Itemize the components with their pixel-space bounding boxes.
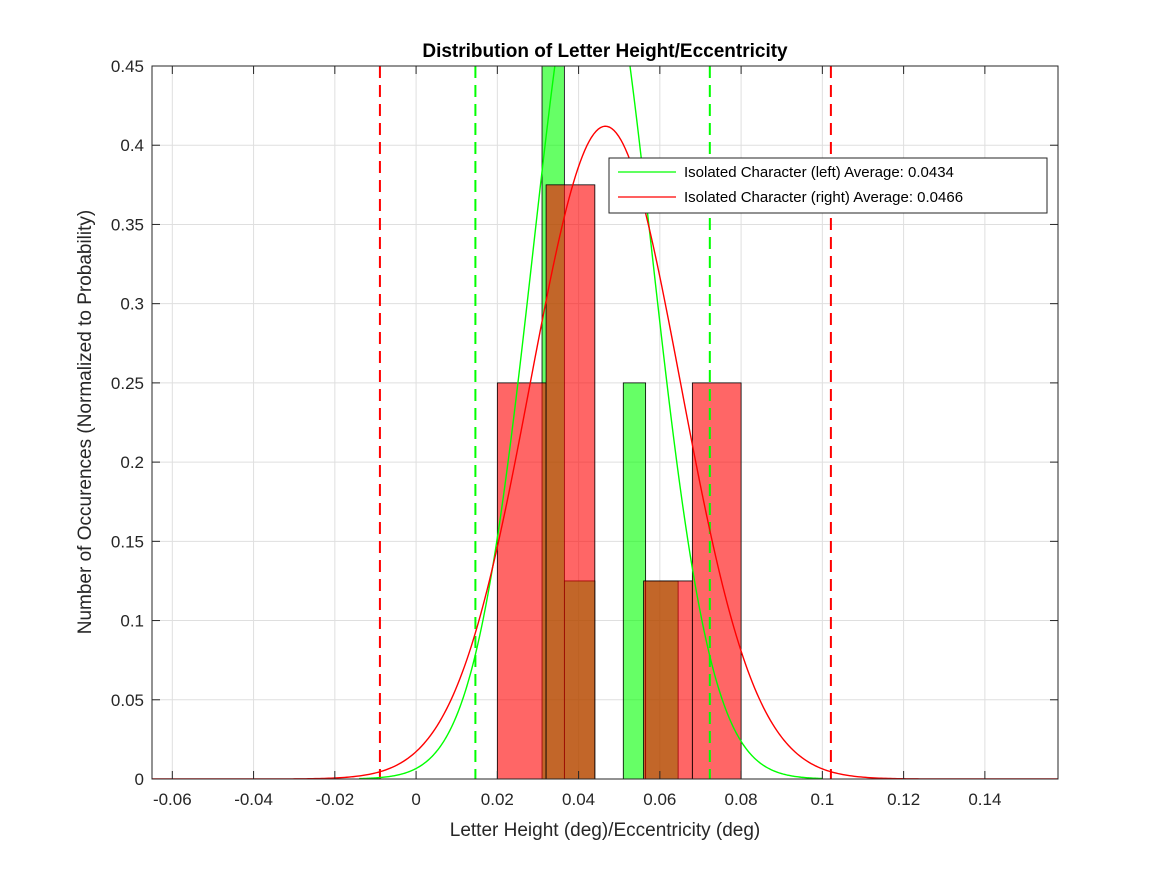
x-tick-label: 0.04 — [562, 790, 595, 809]
x-tick-label: -0.06 — [153, 790, 192, 809]
legend-entry-left: Isolated Character (left) Average: 0.043… — [684, 164, 954, 181]
x-tick-label: 0.02 — [481, 790, 514, 809]
y-tick-label: 0.45 — [111, 57, 144, 76]
plot-area — [152, 66, 1058, 779]
chart-title: Distribution of Letter Height/Eccentrici… — [422, 41, 788, 62]
x-tick-label: 0.12 — [887, 790, 920, 809]
y-tick-label: 0.25 — [111, 374, 144, 393]
y-tick-label: 0.3 — [120, 295, 144, 314]
plot-frame — [151, 65, 1059, 780]
y-tick-label: 0 — [135, 770, 144, 789]
y-axis-label: Number of Occurences (Normalized to Prob… — [75, 210, 96, 635]
histogram-bar-right — [691, 382, 742, 779]
x-tick-label: 0.14 — [968, 790, 1001, 809]
x-tick-label: 0.06 — [643, 790, 676, 809]
legend-entry-right: Isolated Character (right) Average: 0.04… — [684, 189, 963, 206]
y-tick-label: 0.1 — [120, 612, 144, 631]
y-tick-label: 0.2 — [120, 453, 144, 472]
axis-ticks: -0.06 -0.04 -0.02 0 0.02 0.04 0.06 0.08 0.1 0.12 0… — [111, 57, 1058, 809]
x-axis-label: Letter Height (deg)/Eccentricity (deg) — [450, 820, 760, 841]
histogram-bar-right — [496, 382, 547, 779]
x-tick-label: 0.1 — [811, 790, 835, 809]
x-tick-label: 0.08 — [725, 790, 758, 809]
y-tick-label: 0.05 — [111, 691, 144, 710]
x-tick-label: 0 — [411, 790, 420, 809]
fit-curve-left — [359, 66, 823, 779]
histogram-bar-right — [643, 580, 693, 779]
histogram-bar-left — [622, 382, 647, 779]
y-tick-label: 0.35 — [111, 215, 144, 234]
legend: Isolated Character (left) Average: 0.043… — [608, 157, 1048, 214]
x-tick-label: -0.02 — [315, 790, 354, 809]
y-tick-label: 0.4 — [120, 136, 144, 155]
y-tick-label: 0.15 — [111, 532, 144, 551]
legend-box — [608, 157, 1048, 214]
histogram-bar-right — [545, 184, 596, 779]
x-tick-label: -0.04 — [234, 790, 273, 809]
